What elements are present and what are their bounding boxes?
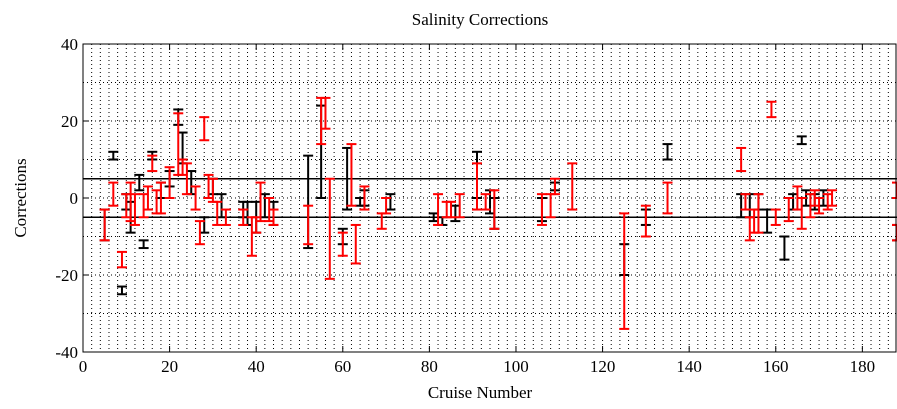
error-bar	[892, 181, 897, 199]
y-tick-label: -40	[55, 343, 78, 362]
error-bar	[108, 150, 119, 161]
error-bar	[753, 193, 764, 234]
error-bar	[181, 162, 192, 196]
error-bar	[99, 208, 110, 242]
y-tick-label: 40	[61, 35, 78, 54]
error-bar	[827, 189, 838, 207]
error-bar	[303, 204, 314, 246]
error-bar	[892, 223, 897, 242]
error-bar	[190, 185, 201, 211]
error-bar	[619, 212, 630, 330]
error-bar	[255, 181, 266, 223]
error-bar	[116, 250, 127, 269]
error-bar	[238, 208, 249, 226]
error-bar	[779, 235, 790, 261]
error-bar	[549, 177, 560, 196]
x-tick-label: 80	[421, 357, 438, 376]
error-bar	[762, 208, 773, 234]
error-bar	[320, 96, 331, 130]
x-tick-label: 120	[590, 357, 616, 376]
error-bar	[766, 100, 777, 119]
error-bar	[536, 193, 547, 226]
x-tick-label: 60	[334, 357, 351, 376]
error-bar	[337, 231, 348, 257]
error-bar	[199, 116, 210, 142]
error-bar	[194, 220, 205, 246]
error-bar	[770, 208, 781, 226]
error-bar	[359, 185, 370, 211]
x-tick-label: 20	[161, 357, 178, 376]
error-bar	[662, 181, 673, 215]
error-bar	[814, 197, 825, 215]
x-tick-label: 180	[850, 357, 876, 376]
error-bar	[796, 135, 807, 146]
error-bar	[134, 173, 145, 192]
x-tick-label: 160	[763, 357, 789, 376]
error-bar	[220, 208, 231, 226]
y-tick-label: 0	[70, 189, 79, 208]
error-bar	[480, 193, 491, 211]
error-bar	[489, 189, 500, 230]
error-bar	[640, 204, 651, 238]
x-tick-label: 40	[248, 357, 265, 376]
y-tick-label: 20	[61, 112, 78, 131]
y-tick-label: -20	[55, 266, 78, 285]
error-bar	[147, 154, 158, 173]
error-bar	[446, 200, 457, 219]
error-bar	[142, 185, 153, 211]
error-bar	[376, 212, 387, 230]
x-tick-label: 0	[79, 357, 88, 376]
error-bar	[108, 181, 119, 207]
error-bar	[454, 193, 465, 219]
error-bar	[346, 143, 357, 207]
error-bar	[155, 181, 166, 215]
error-bar	[796, 197, 807, 230]
error-bar	[138, 239, 149, 250]
chart-title: Salinity Corrections	[412, 10, 548, 29]
error-bar	[472, 162, 483, 211]
error-bar	[736, 146, 747, 173]
error-bar	[164, 166, 175, 199]
error-bar	[381, 197, 392, 215]
x-axis-label: Cruise Number	[428, 383, 533, 402]
error-bar	[268, 208, 279, 226]
error-bar	[129, 193, 140, 226]
error-bar	[567, 162, 578, 211]
y-axis-label: Corrections	[11, 158, 30, 237]
error-bar	[350, 223, 361, 265]
x-tick-label: 100	[503, 357, 529, 376]
x-tick-label: 140	[676, 357, 702, 376]
error-bar	[212, 200, 223, 226]
error-bar	[783, 197, 794, 223]
error-bar	[324, 177, 335, 280]
error-bar	[433, 193, 444, 226]
error-bar	[662, 143, 673, 161]
error-bar	[740, 193, 751, 211]
error-bar	[116, 285, 127, 296]
